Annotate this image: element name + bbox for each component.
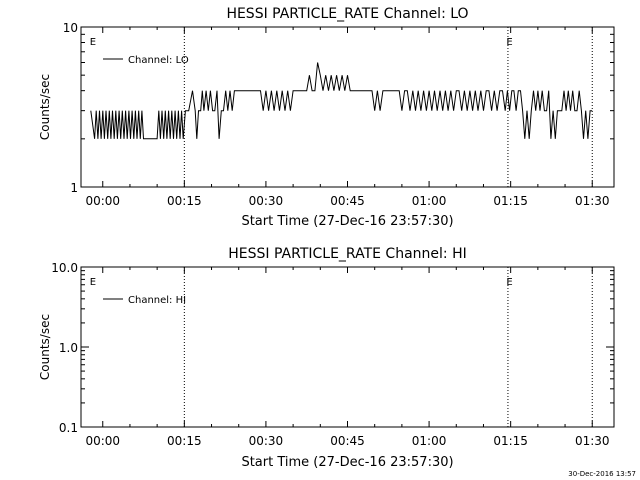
chart1-xtick-label: 00:45 — [330, 194, 365, 208]
chart2-event-marker: E — [506, 277, 512, 288]
chart2-xtick-label: 01:30 — [575, 434, 610, 448]
chart2-xtick-label: 00:30 — [249, 434, 284, 448]
chart2-ytick-label: 0.1 — [59, 421, 78, 435]
chart2-event-marker: E — [90, 277, 96, 288]
chart1-xlabel: Start Time (27-Dec-16 23:57:30) — [241, 214, 453, 229]
chart2-xtick-label: 00:15 — [167, 434, 202, 448]
chart2-xtick-label: 01:15 — [493, 434, 528, 448]
chart1-legend-label: Channel: LO — [128, 55, 189, 66]
chart1-xtick-label: 00:30 — [249, 194, 284, 208]
chart1-plot-frame — [80, 26, 615, 188]
chart1-xtick-label: 01:30 — [575, 194, 610, 208]
chart1-ytick-label: 1 — [70, 181, 78, 195]
chart1-xtick-label: 00:00 — [85, 194, 120, 208]
chart2-plot-frame — [80, 266, 615, 428]
chart1-xtick-label: 01:15 — [493, 194, 528, 208]
chart2-xtick-label: 01:00 — [412, 434, 447, 448]
chart2-ytick-label: 1.0 — [59, 341, 78, 355]
chart1-event-marker: E — [90, 37, 96, 48]
chart1-xtick-label: 01:00 — [412, 194, 447, 208]
chart2-xlabel: Start Time (27-Dec-16 23:57:30) — [241, 455, 453, 470]
chart1-event-marker: E — [506, 37, 512, 48]
footer-timestamp: 30-Dec-2016 13:57 — [568, 470, 636, 478]
chart2-legend-label: Channel: HI — [128, 295, 186, 306]
chart1-xtick-label: 00:15 — [167, 194, 202, 208]
chart2-xtick-label: 00:00 — [85, 434, 120, 448]
chart1-ytick-label: 10 — [63, 21, 78, 35]
chart1-series-line — [90, 62, 593, 140]
chart1-title: HESSI PARTICLE_RATE Channel: LO — [226, 6, 468, 22]
chart1-ylabel: Counts/sec — [38, 74, 52, 140]
chart2-ylabel: Counts/sec — [38, 314, 52, 380]
chart2-title: HESSI PARTICLE_RATE Channel: HI — [228, 246, 466, 262]
chart2-ytick-label: 10.0 — [51, 261, 78, 275]
chart2-xtick-label: 00:45 — [330, 434, 365, 448]
